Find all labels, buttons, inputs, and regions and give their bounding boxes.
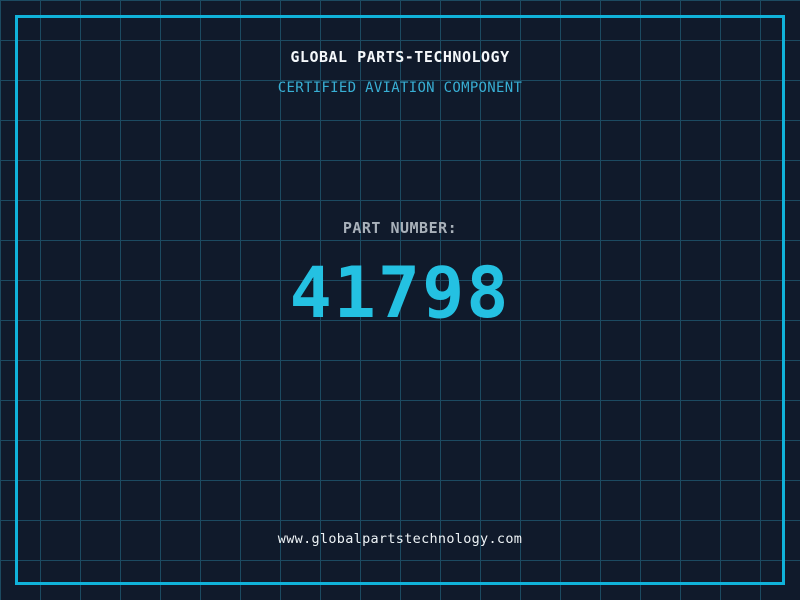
website-url: www.globalpartstechnology.com xyxy=(277,531,523,547)
part-number-label: PART NUMBER: xyxy=(342,219,458,237)
certification-subtitle: CERTIFIED AVIATION COMPONENT xyxy=(277,80,523,96)
part-number-value: 41798 xyxy=(289,252,511,334)
company-title: GLOBAL PARTS-TECHNOLOGY xyxy=(290,48,510,66)
